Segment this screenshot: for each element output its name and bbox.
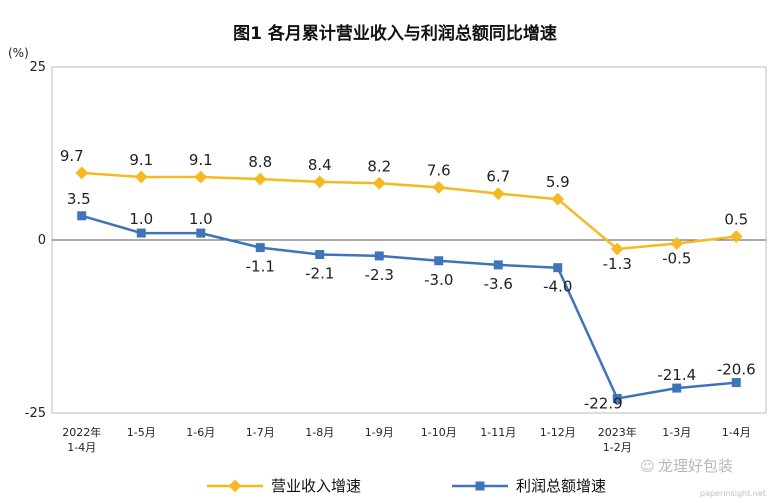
watermark: ☺ 龙理好包装 paperinsight.net xyxy=(640,457,766,498)
data-label-profit: -1.1 xyxy=(246,258,275,276)
data-label-revenue: 9.7 xyxy=(60,147,84,165)
point-revenue xyxy=(194,170,208,184)
legend-item-revenue: 营业收入增速 xyxy=(207,477,361,495)
data-label-profit: -21.4 xyxy=(657,366,696,384)
x-tick-label: 1-4月 xyxy=(722,426,751,439)
data-label-revenue: 0.5 xyxy=(724,211,748,229)
data-label-revenue: 8.2 xyxy=(367,157,391,175)
data-label-revenue: -0.5 xyxy=(662,249,691,267)
chart-title: 图1 各月累计营业收入与利润总额同比增速 xyxy=(233,23,557,44)
legend-marker-revenue xyxy=(228,479,242,493)
point-revenue xyxy=(313,175,327,189)
data-label-revenue: 9.1 xyxy=(129,151,153,169)
data-label-revenue: 7.6 xyxy=(427,161,451,179)
data-label-profit: -3.6 xyxy=(484,275,513,293)
legend-label-revenue: 营业收入增速 xyxy=(271,477,361,495)
data-label-profit: -2.1 xyxy=(305,265,334,283)
x-tick-label: 1-7月 xyxy=(246,426,275,439)
series-line-revenue xyxy=(81,171,737,251)
data-label-profit: 1.0 xyxy=(189,210,213,228)
point-profit xyxy=(434,256,444,266)
legend-label-profit: 利润总额增速 xyxy=(516,477,606,495)
x-tick-label: 1-11月 xyxy=(480,426,516,439)
point-profit xyxy=(255,243,265,253)
legend-marker-profit xyxy=(475,481,485,491)
y-tick-label: -25 xyxy=(25,406,46,421)
point-profit xyxy=(612,393,622,403)
point-revenue xyxy=(134,170,148,184)
y-tick-label: 0 xyxy=(38,233,46,248)
data-label-profit: 1.0 xyxy=(129,210,153,228)
legend-item-profit: 利润总额增速 xyxy=(452,477,606,495)
data-label-profit: -4.0 xyxy=(543,278,572,296)
point-profit xyxy=(731,378,741,388)
data-label-revenue: 8.4 xyxy=(308,156,332,174)
point-revenue xyxy=(75,166,89,180)
point-profit xyxy=(374,251,384,261)
x-tick-label: 1-6月 xyxy=(186,426,215,439)
data-label-revenue: 8.8 xyxy=(248,153,272,171)
x-ticks: 2022年 1-4月 1-5月 1-6月 1-7月 1-8月 1-9月 1-10月 1-11月 1… xyxy=(62,425,750,454)
data-label-revenue: 9.1 xyxy=(189,151,213,169)
data-label-profit: -22.9 xyxy=(584,394,623,412)
data-label-profit: -2.3 xyxy=(365,266,394,284)
x-tick-label: 1-8月 xyxy=(305,426,334,439)
x-tick-label: 2023年 1-2月 xyxy=(598,425,637,454)
point-revenue xyxy=(432,181,446,194)
point-profit xyxy=(196,228,206,238)
legend: 营业收入增速 利润总额增速 xyxy=(207,477,606,495)
point-revenue xyxy=(253,172,267,186)
x-tick-label: 2022年 1-4月 xyxy=(62,425,101,454)
data-label-profit: -20.6 xyxy=(717,361,756,379)
x-tick-label: 1-3月 xyxy=(662,426,691,439)
watermark-text: 龙理好包装 xyxy=(658,457,733,475)
point-revenue xyxy=(670,237,684,250)
x-tick-label: 1-5月 xyxy=(127,426,156,439)
point-profit xyxy=(553,263,563,273)
point-revenue xyxy=(491,187,505,200)
x-tick-label: 1-9月 xyxy=(365,426,394,439)
point-profit xyxy=(493,260,503,270)
x-tick-label: 1-12月 xyxy=(540,426,576,439)
y-tick-label: 25 xyxy=(29,60,46,75)
point-profit xyxy=(77,211,87,221)
data-label-revenue: 6.7 xyxy=(486,168,510,186)
series-line-profit xyxy=(81,214,737,400)
data-label-profit: -3.0 xyxy=(424,271,453,289)
point-profit xyxy=(136,228,146,238)
point-profit xyxy=(672,383,682,393)
series-layer xyxy=(75,166,743,403)
data-label-profit: 3.5 xyxy=(67,190,91,208)
x-tick-label: 1-10月 xyxy=(421,426,457,439)
y-ticks: 25 0 -25 xyxy=(25,60,46,421)
y-axis-unit: (%) xyxy=(8,46,29,60)
watermark-sub: paperinsight.net xyxy=(700,489,766,498)
point-revenue xyxy=(729,230,743,243)
point-revenue xyxy=(372,176,386,190)
data-label-revenue: 5.9 xyxy=(546,173,570,191)
watermark-icon: ☺ xyxy=(640,459,655,475)
data-label-revenue: -1.3 xyxy=(603,255,632,273)
data-labels: 9.7 9.1 9.1 8.8 8.4 8.2 7.6 6.7 5.9 -1.3 -0.5 0.5 3.… xyxy=(60,147,756,413)
point-profit xyxy=(315,250,325,260)
